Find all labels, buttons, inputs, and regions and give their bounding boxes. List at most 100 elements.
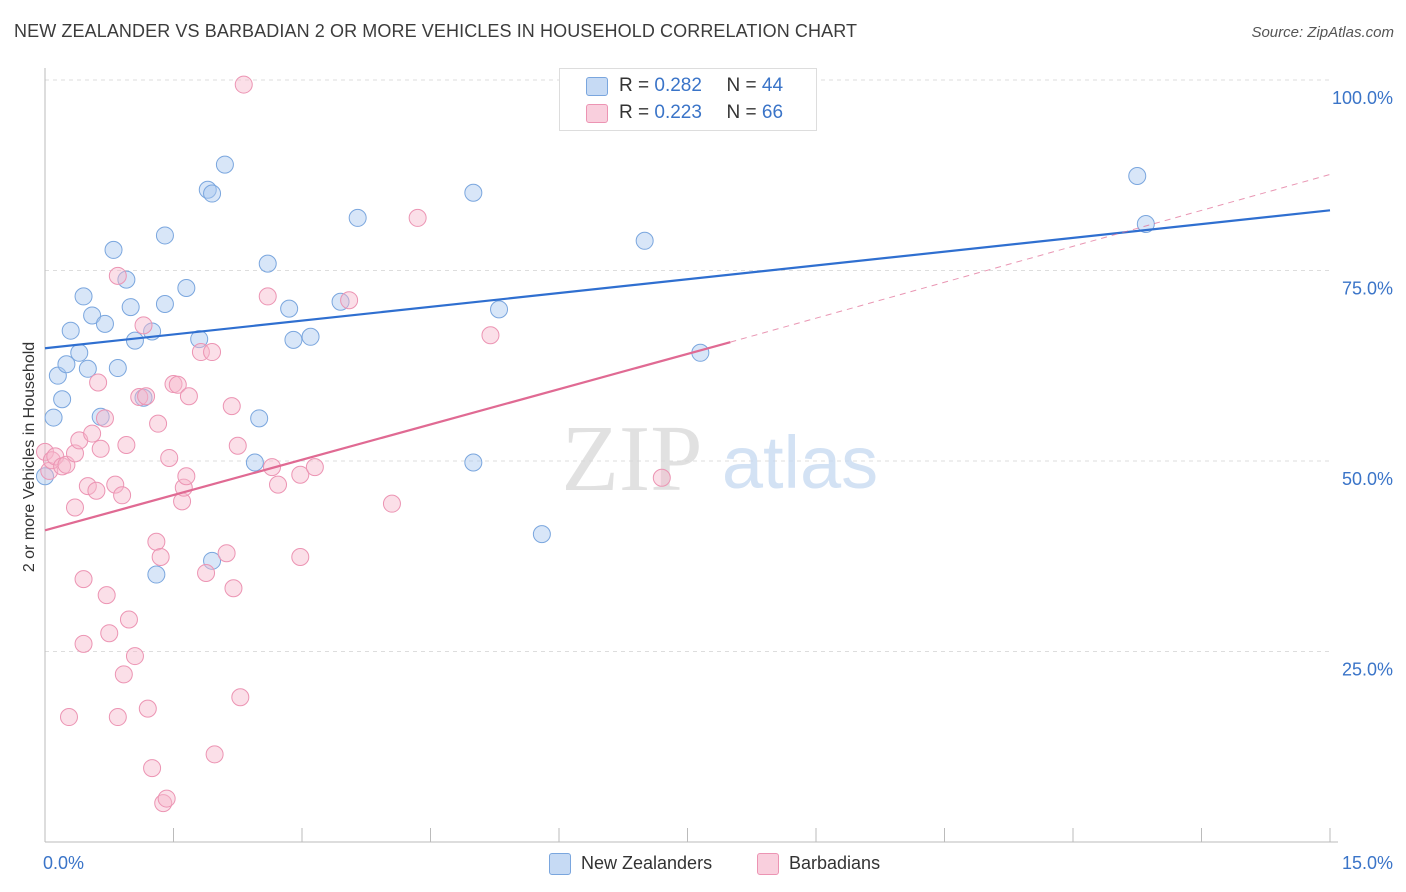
n-value: 66 [761, 102, 784, 123]
tick-label-layer: 25.0% 50.0% 75.0% 100.0% 0.0% 15.0% [43, 88, 1393, 873]
point-barbadians [168, 375, 187, 394]
point-barbadians [100, 624, 119, 643]
y-tick-label: 25.0% [1342, 660, 1393, 680]
point-barbadians [151, 548, 170, 567]
point-new-zealanders [284, 330, 303, 349]
point-barbadians [269, 475, 288, 494]
point-barbadians [113, 486, 132, 505]
point-barbadians [138, 699, 157, 718]
chart-title: NEW ZEALANDER VS BARBADIAN 2 OR MORE VEH… [14, 21, 858, 41]
point-barbadians [481, 326, 500, 345]
point-new-zealanders [117, 270, 136, 289]
stats-text: R = 0.282 N = 44 [619, 75, 783, 97]
point-new-zealanders [464, 453, 483, 472]
point-barbadians [108, 708, 127, 727]
point-new-zealanders [245, 453, 264, 472]
point-barbadians [305, 458, 324, 477]
point-new-zealanders [155, 295, 174, 314]
x-tick-label: 15.0% [1342, 853, 1393, 873]
point-barbadians [143, 759, 162, 778]
point-barbadians [177, 467, 196, 486]
point-barbadians [179, 387, 198, 406]
point-new-zealanders [155, 226, 174, 245]
point-barbadians [97, 586, 116, 605]
point-new-zealanders [104, 240, 123, 259]
n-label: N = [726, 75, 757, 96]
point-barbadians [291, 465, 310, 484]
r-value: 0.223 [654, 102, 702, 123]
point-new-zealanders [53, 390, 72, 409]
point-barbadians [65, 498, 84, 517]
watermark-atlas: atlas [722, 421, 878, 504]
r-label: R = [619, 102, 650, 123]
point-barbadians [114, 665, 133, 684]
chart-source: Source: ZipAtlas.com [1251, 24, 1394, 41]
point-new-zealanders [1128, 167, 1147, 186]
point-barbadians [147, 532, 166, 551]
point-new-zealanders [95, 314, 114, 333]
point-barbadians [340, 291, 359, 310]
point-new-zealanders [61, 321, 80, 340]
point-new-zealanders [108, 359, 127, 378]
point-barbadians [224, 579, 243, 598]
point-barbadians [203, 343, 222, 362]
point-new-zealanders [44, 408, 63, 427]
point-barbadians [234, 75, 253, 94]
point-barbadians [222, 397, 241, 416]
point-new-zealanders [258, 254, 277, 273]
point-barbadians [291, 548, 310, 567]
point-new-zealanders [78, 359, 97, 378]
point-barbadians [157, 789, 176, 808]
point-barbadians [74, 570, 93, 589]
point-barbadians [217, 544, 236, 563]
point-barbadians [95, 409, 114, 428]
point-barbadians [205, 745, 224, 764]
point-barbadians [59, 708, 78, 727]
point-barbadians [89, 373, 108, 392]
stats-text: R = 0.223 N = 66 [619, 102, 783, 124]
legend: New Zealanders Barbadians [0, 852, 1406, 876]
n-label: N = [726, 102, 757, 123]
trendline-barbadians [44, 341, 731, 532]
point-barbadians [197, 564, 216, 583]
trend-layer [44, 174, 1331, 532]
point-barbadians [130, 387, 149, 406]
stats-box: R = 0.282 N = 44 R = 0.223 N = 66 [559, 68, 817, 131]
point-barbadians [117, 435, 136, 454]
point-new-zealanders [532, 525, 551, 544]
point-barbadians [228, 436, 247, 455]
points-layer [36, 75, 1155, 813]
x-tick-label: 0.0% [43, 853, 84, 873]
point-new-zealanders [635, 231, 654, 250]
point-new-zealanders [70, 343, 89, 362]
point-barbadians [382, 494, 401, 513]
point-barbadians [134, 316, 153, 335]
point-new-zealanders [83, 306, 102, 325]
point-barbadians [137, 387, 156, 406]
stats-swatch-blue [586, 77, 608, 96]
grid-layer [45, 79, 1330, 652]
trendline-barbadians-extension [730, 174, 1331, 343]
point-new-zealanders [121, 298, 140, 317]
point-new-zealanders [74, 287, 93, 306]
point-new-zealanders [215, 155, 234, 174]
point-barbadians [149, 414, 168, 433]
point-new-zealanders [464, 183, 483, 202]
point-new-zealanders [280, 299, 299, 318]
y-tick-label: 75.0% [1342, 279, 1393, 299]
point-barbadians [83, 424, 102, 443]
point-new-zealanders [57, 355, 76, 374]
point-barbadians [91, 439, 110, 458]
legend-label: New Zealanders [581, 853, 713, 873]
legend-label: Barbadians [789, 853, 881, 873]
point-barbadians [160, 448, 179, 467]
n-value: 44 [761, 75, 784, 96]
point-barbadians [408, 208, 427, 227]
point-barbadians [87, 481, 106, 500]
point-barbadians [106, 475, 125, 494]
point-barbadians [108, 266, 127, 285]
watermark-zip: ZIP [562, 407, 703, 511]
point-new-zealanders [250, 409, 269, 428]
point-new-zealanders [147, 565, 166, 584]
